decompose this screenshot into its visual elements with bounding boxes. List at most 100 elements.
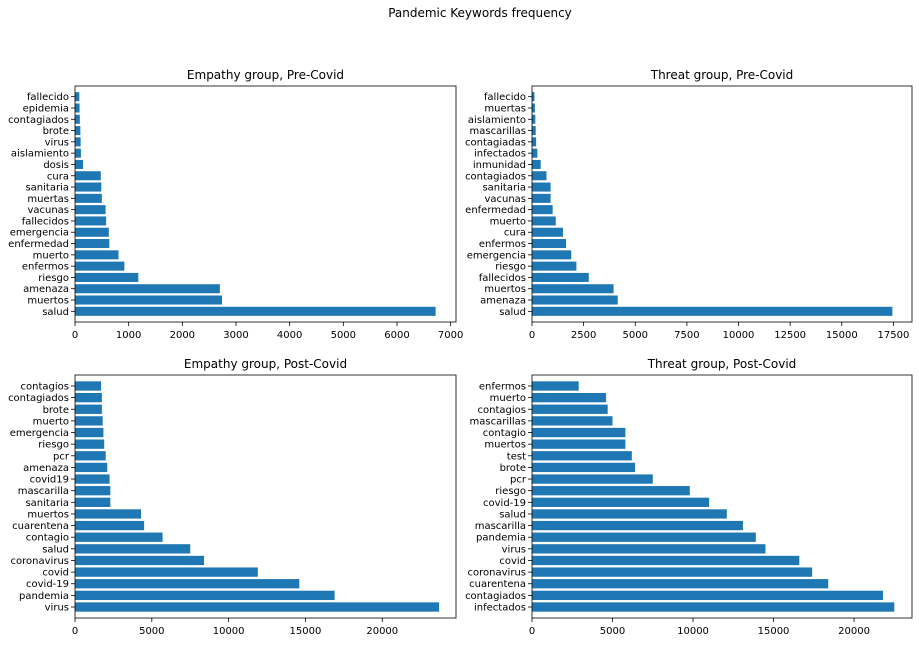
x-tick-label: 0: [529, 626, 535, 637]
bar: [532, 159, 541, 169]
bar: [75, 295, 223, 305]
bar: [532, 103, 535, 113]
y-tick-label: amenaza: [23, 463, 69, 474]
y-tick-label: salud: [42, 307, 69, 318]
bar: [75, 416, 103, 426]
axes-frame: [74, 85, 457, 323]
y-tick-label: muerto: [33, 250, 69, 261]
y-tick-label: virus: [45, 137, 69, 148]
x-tick-label: 3000: [223, 330, 248, 341]
subplot-title: Threat group, Pre-Covid: [650, 68, 794, 82]
bar: [75, 381, 102, 391]
bar: [532, 532, 756, 542]
bar: [532, 148, 538, 158]
bar: [75, 182, 102, 192]
y-tick-label: riesgo: [38, 440, 69, 451]
y-tick-label: fallecidos: [22, 216, 69, 227]
bar: [532, 306, 893, 316]
bar: [75, 474, 110, 484]
y-tick-label: contagiados: [465, 591, 526, 602]
bar: [532, 227, 563, 237]
y-tick-label: coronavirus: [11, 556, 69, 567]
y-tick-label: infectados: [474, 603, 526, 614]
y-tick-label: contagios: [478, 405, 526, 416]
y-tick-label: salud: [42, 544, 69, 555]
bar: [75, 126, 81, 136]
y-tick-label: muertos: [27, 296, 69, 307]
y-tick-label: riesgo: [38, 273, 69, 284]
bar: [75, 148, 81, 158]
bar: [75, 239, 110, 249]
subplot-1: Empathy group, Pre-Covid saludmuertosamen…: [8, 68, 463, 341]
axes-frame: [531, 374, 913, 619]
x-tick-label: 0: [72, 330, 78, 341]
y-tick-label: aislamiento: [468, 115, 526, 126]
subplots: Empathy group, Pre-Covidsaludmuertosamen…: [8, 68, 913, 637]
y-tick-label: covid: [42, 568, 69, 579]
bar: [532, 555, 800, 566]
y-tick-label: covid: [499, 556, 526, 567]
bar: [75, 497, 111, 507]
bar: [75, 451, 106, 461]
subplot-4: Threat group, Post-Covidinfectadoscontag…: [465, 357, 913, 637]
bar: [532, 462, 636, 473]
bar: [532, 602, 895, 612]
y-tick-label: covid-19: [26, 579, 69, 590]
y-tick-label: virus: [502, 544, 526, 555]
x-tick-label: 20000: [366, 626, 398, 637]
y-tick-label: enfermedad: [8, 239, 69, 250]
bar: [75, 392, 102, 403]
y-tick-label: emergencia: [467, 250, 526, 261]
x-tick-label: 20000: [838, 626, 870, 637]
subplot-title: Empathy group, Pre-Covid: [187, 68, 344, 82]
y-tick-label: muertas: [484, 103, 526, 114]
y-tick-label: salud: [499, 307, 526, 318]
y-tick-label: coronavirus: [468, 568, 526, 579]
y-tick-label: cuarentena: [12, 521, 69, 532]
bar: [75, 159, 84, 169]
bar: [75, 590, 335, 601]
y-tick-label: sanitaria: [482, 183, 526, 194]
y-tick-label: covid19: [30, 475, 69, 486]
bar: [532, 392, 607, 403]
y-tick-label: brote: [43, 405, 69, 416]
y-tick-label: contagio: [26, 533, 69, 544]
bar: [75, 567, 258, 577]
y-tick-label: fallecidos: [479, 273, 526, 284]
bar: [532, 439, 626, 449]
x-tick-label: 15000: [290, 626, 322, 637]
y-tick-label: brote: [43, 126, 69, 137]
y-tick-label: contagio: [483, 428, 526, 439]
bar: [75, 520, 145, 531]
y-tick-label: aislamiento: [11, 149, 69, 160]
y-tick-label: contagiados: [465, 171, 526, 182]
y-tick-label: riesgo: [495, 262, 526, 273]
subplot-title: Threat group, Post-Covid: [647, 357, 797, 371]
bar: [532, 239, 567, 249]
bar: [532, 486, 690, 496]
bar: [75, 171, 101, 181]
axes-frame: [74, 374, 457, 619]
bar: [532, 427, 626, 438]
y-tick-label: amenaza: [23, 284, 69, 295]
bar: [75, 205, 106, 215]
y-tick-label: salud: [499, 509, 526, 520]
bar: [532, 137, 537, 147]
subplot-2: Threat group, Pre-Covidsaludamenazamuert…: [465, 68, 913, 341]
x-tick-label: 15000: [826, 330, 858, 341]
bar: [75, 284, 220, 294]
y-tick-label: brote: [500, 463, 526, 474]
bar: [532, 520, 743, 531]
bar: [532, 272, 589, 282]
bar: [75, 216, 107, 226]
x-tick-label: 0: [72, 626, 78, 637]
y-tick-label: pcr: [510, 475, 527, 486]
x-tick-label: 15000: [758, 626, 790, 637]
y-tick-label: sanitaria: [25, 183, 69, 194]
y-tick-label: enfermos: [22, 262, 69, 273]
y-tick-label: vacunas: [484, 194, 526, 205]
bar: [532, 416, 613, 426]
bar: [532, 381, 579, 391]
y-tick-label: fallecido: [27, 92, 69, 103]
